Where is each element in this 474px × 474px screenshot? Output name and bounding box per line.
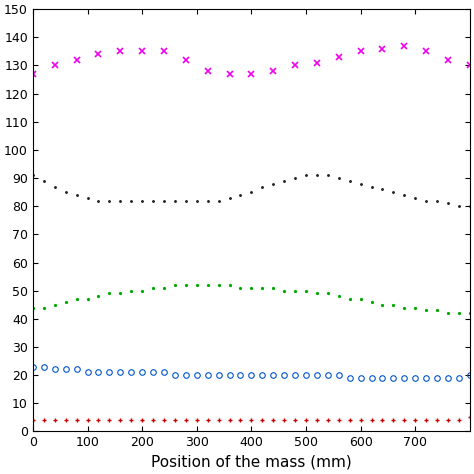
X-axis label: Position of the mass (mm): Position of the mass (mm) (151, 455, 352, 470)
